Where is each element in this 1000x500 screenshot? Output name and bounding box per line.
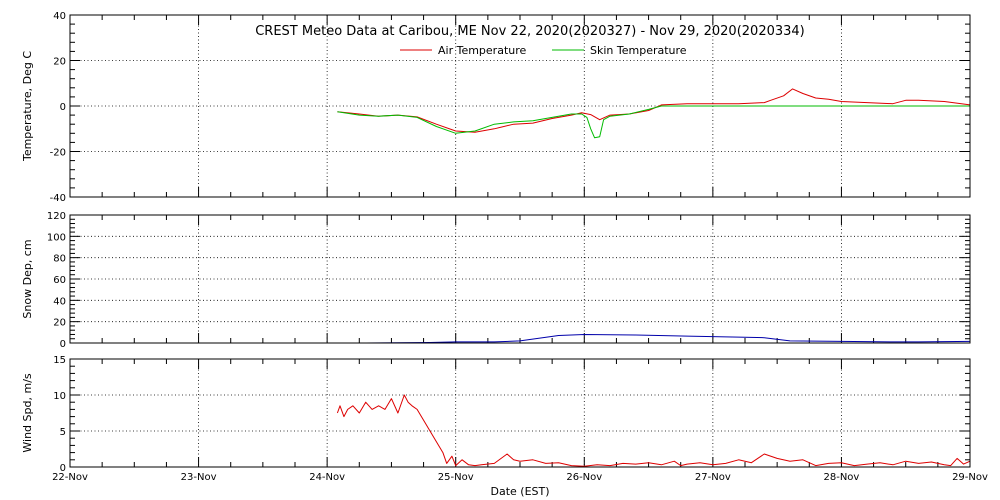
y-tick-label: 0 — [60, 102, 66, 113]
y-tick-label: 0 — [60, 463, 66, 474]
legend-air-label: Air Temperature — [438, 44, 527, 57]
chart-title: CREST Meteo Data at Caribou, ME Nov 22, … — [255, 24, 805, 39]
panel-frame — [69, 358, 971, 468]
x-tick-label: 28-Nov — [823, 472, 859, 483]
chart-panels: -40 -20 0 20 40 Temperature, Deg C 0 20 40 60 80 10… — [21, 11, 971, 474]
y-tick-label: 15 — [53, 355, 66, 366]
y-tick-label: 5 — [60, 427, 66, 438]
y-tick-label: 60 — [53, 275, 66, 286]
panel-wind: 0 5 10 15 Wind Spd, m/s — [21, 355, 971, 474]
y-axis-title-wind: Wind Spd, m/s — [21, 373, 34, 453]
y-tick-label: 100 — [47, 232, 66, 243]
y-tick-label: 120 — [47, 211, 66, 222]
y-axis-title-snow: Snow Dep, cm — [21, 239, 34, 318]
x-axis-title: Date (EST) — [490, 485, 549, 498]
series-line-snow-0 — [365, 334, 971, 344]
panel-temperature: -40 -20 0 20 40 Temperature, Deg C — [21, 11, 971, 204]
x-tick-label: 23-Nov — [181, 472, 217, 483]
x-axis-ticks: 22-Nov 23-Nov 24-Nov 25-Nov 26-Nov 27-Nov 28-N… — [52, 472, 988, 483]
y-tick-label: -20 — [50, 148, 66, 159]
panel-frame — [69, 14, 971, 198]
y-tick-label: 20 — [53, 318, 66, 329]
series-line-temperature-1 — [337, 105, 970, 139]
y-tick-label: 40 — [53, 11, 66, 22]
x-tick-label: 27-Nov — [695, 472, 731, 483]
series-line-wind-0 — [336, 394, 971, 467]
y-tick-label: 40 — [53, 296, 66, 307]
series-line-temperature-0 — [337, 88, 971, 133]
y-tick-label: -40 — [50, 193, 66, 204]
legend-skin-label: Skin Temperature — [590, 44, 687, 57]
x-tick-label: 26-Nov — [566, 472, 602, 483]
x-tick-label: 29-Nov — [952, 472, 988, 483]
y-tick-label: 20 — [53, 57, 66, 68]
y-tick-label: 10 — [53, 391, 66, 402]
y-tick-label: 80 — [53, 254, 66, 265]
legend: Air Temperature Skin Temperature — [400, 44, 687, 57]
panel-snow: 0 20 40 60 80 100 120 Snow Dep, cm — [21, 211, 971, 350]
panel-frame — [69, 214, 971, 344]
y-tick-label: 0 — [60, 339, 66, 350]
x-tick-label: 25-Nov — [438, 472, 474, 483]
y-axis-title-temperature: Temperature, Deg C — [21, 51, 34, 162]
x-tick-label: 24-Nov — [309, 472, 345, 483]
x-tick-label: 22-Nov — [52, 472, 88, 483]
